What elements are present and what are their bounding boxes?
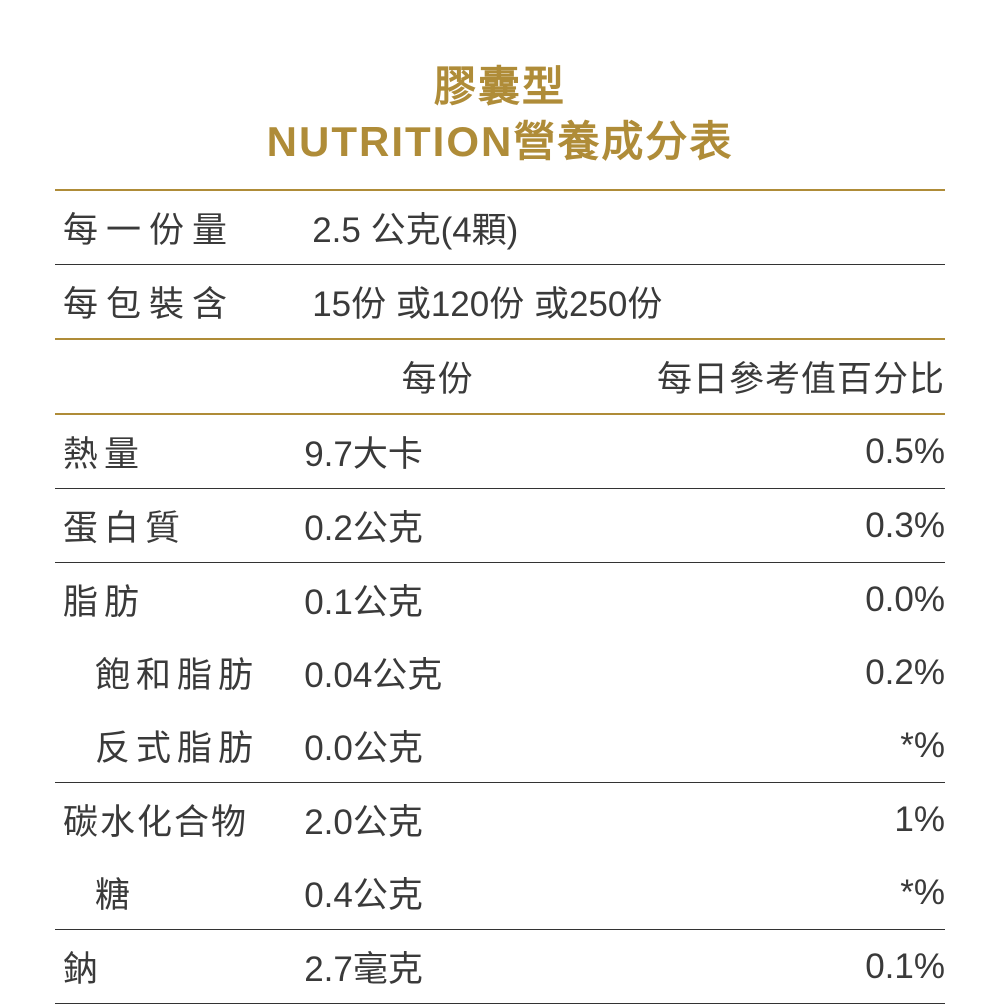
label-sugar: 糖 (55, 856, 304, 930)
row-carb: 碳水化合物 2.0公克 1% (55, 783, 945, 857)
label-sodium: 鈉 (55, 930, 304, 1004)
row-calories: 熱量 9.7大卡 0.5% (55, 414, 945, 489)
dv-calories: 0.5% (571, 414, 945, 489)
amount-sugar: 0.4公克 (304, 856, 571, 930)
label-sat-fat: 飽和脂肪 (55, 636, 304, 709)
serving-size-value: 2.5 公克(4顆) (304, 190, 945, 265)
amount-fat: 0.1公克 (304, 563, 571, 637)
label-carb: 碳水化合物 (55, 783, 304, 857)
amount-sodium: 2.7毫克 (304, 930, 571, 1004)
row-trans-fat: 反式脂肪 0.0公克 *% (55, 709, 945, 783)
package-value: 15份 或120份 或250份 (304, 265, 945, 340)
row-fat: 脂肪 0.1公克 0.0% (55, 563, 945, 637)
dv-fat: 0.0% (571, 563, 945, 637)
package-label: 每包裝含 (55, 265, 304, 340)
amount-trans-fat: 0.0公克 (304, 709, 571, 783)
amount-carb: 2.0公克 (304, 783, 571, 857)
col-dv-header: 每日參考值百分比 (571, 339, 945, 414)
amount-protein: 0.2公克 (304, 489, 571, 563)
label-trans-fat: 反式脂肪 (55, 709, 304, 783)
dv-sodium: 0.1% (571, 930, 945, 1004)
label-protein: 蛋白質 (55, 489, 304, 563)
serving-size-label: 每一份量 (55, 190, 304, 265)
dv-trans-fat: *% (571, 709, 945, 783)
dv-sugar: *% (571, 856, 945, 930)
amount-sat-fat: 0.04公克 (304, 636, 571, 709)
nutrition-table: 每一份量 2.5 公克(4顆) 每包裝含 15份 或120份 或250份 每份 … (55, 189, 945, 1004)
label-fat: 脂肪 (55, 563, 304, 637)
serving-size-row: 每一份量 2.5 公克(4顆) (55, 190, 945, 265)
row-sugar: 糖 0.4公克 *% (55, 856, 945, 930)
col-amount-header: 每份 (304, 339, 571, 414)
dv-sat-fat: 0.2% (571, 636, 945, 709)
dv-carb: 1% (571, 783, 945, 857)
title-line2: NUTRITION營養成分表 (55, 115, 945, 170)
package-row: 每包裝含 15份 或120份 或250份 (55, 265, 945, 340)
dv-protein: 0.3% (571, 489, 945, 563)
column-headers: 每份 每日參考值百分比 (55, 339, 945, 414)
amount-calories: 9.7大卡 (304, 414, 571, 489)
title-block: 膠囊型 NUTRITION營養成分表 (55, 60, 945, 169)
row-sodium: 鈉 2.7毫克 0.1% (55, 930, 945, 1004)
row-sat-fat: 飽和脂肪 0.04公克 0.2% (55, 636, 945, 709)
title-line1: 膠囊型 (55, 60, 945, 115)
row-protein: 蛋白質 0.2公克 0.3% (55, 489, 945, 563)
label-calories: 熱量 (55, 414, 304, 489)
